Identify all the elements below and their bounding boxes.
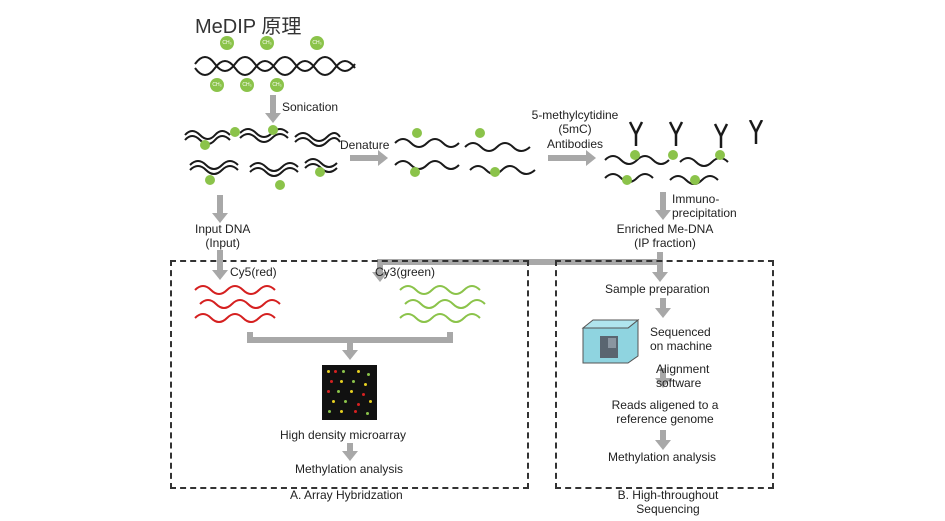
sonication-label: Sonication xyxy=(282,100,338,114)
sequenced-label: Sequencedon machine xyxy=(650,325,712,354)
methyl-dot-icon xyxy=(315,167,325,177)
antibody-arrow xyxy=(548,155,588,161)
cy3-label: Cy3(green) xyxy=(375,265,435,279)
meth-analysis-b-label: Methylation analysis xyxy=(608,450,716,464)
methyl-dot-icon xyxy=(410,167,420,177)
methyl-group-icon: CH₃ xyxy=(270,78,284,92)
cy5-strands-icon xyxy=(190,282,300,332)
methyl-dot-icon xyxy=(622,175,632,185)
meth-analysis-a-label: Methylation analysis xyxy=(295,462,403,476)
methyl-group-icon: CH₃ xyxy=(260,36,274,50)
array-analysis-arrow xyxy=(347,443,353,453)
seq-arrow1 xyxy=(660,298,666,310)
microarray-icon xyxy=(322,365,377,420)
methyl-group-icon: CH₃ xyxy=(310,36,324,50)
ssdna-icon xyxy=(390,135,540,185)
methyl-group-icon: CH₃ xyxy=(240,78,254,92)
methyl-dot-icon xyxy=(715,150,725,160)
merge-arrow-icon xyxy=(240,332,460,362)
input-arrow xyxy=(217,195,223,215)
input-to-array-arrow xyxy=(217,250,223,272)
reads-label: Reads aligened to areference genome xyxy=(605,398,725,427)
methyl-group-icon: CH₃ xyxy=(210,78,224,92)
methyl-dot-icon xyxy=(230,127,240,137)
methyl-dot-icon xyxy=(475,128,485,138)
sample-prep-label: Sample preparation xyxy=(605,282,710,296)
seq-arrow3 xyxy=(660,430,666,442)
path-a-label: A. Array Hybridzation xyxy=(290,488,403,502)
cy3-strands-icon xyxy=(395,282,505,332)
methyl-dot-icon xyxy=(268,125,278,135)
methyl-dot-icon xyxy=(200,140,210,150)
sonication-arrow xyxy=(270,95,276,115)
methyl-dot-icon xyxy=(205,175,215,185)
denature-label: Denature xyxy=(340,138,389,152)
methyl-group-icon: CH₃ xyxy=(220,36,234,50)
ip-arrow xyxy=(660,192,666,212)
path-b-label: B. High-throughoutSequencing xyxy=(608,488,728,517)
enriched-label: Enriched Me-DNA(IP fraction) xyxy=(610,222,720,251)
methyl-dot-icon xyxy=(690,175,700,185)
methyl-dot-icon xyxy=(630,150,640,160)
methyl-dot-icon xyxy=(275,180,285,190)
diagram-title: MeDIP 原理 xyxy=(195,10,301,39)
microarray-label: High density microarray xyxy=(280,428,406,442)
input-dna-label: Input DNA(Input) xyxy=(195,222,250,251)
alignment-label: Alignmentsoftware xyxy=(656,362,709,391)
methyl-dot-icon xyxy=(490,167,500,177)
cy5-label: Cy5(red) xyxy=(230,265,277,279)
ip-label: Immuno-precipitation xyxy=(672,192,737,221)
fragmented-dsdna-icon xyxy=(180,125,345,195)
methyl-dot-icon xyxy=(412,128,422,138)
sequencer-icon xyxy=(578,318,643,368)
methyl-dot-icon xyxy=(668,150,678,160)
denature-arrow xyxy=(350,155,380,161)
